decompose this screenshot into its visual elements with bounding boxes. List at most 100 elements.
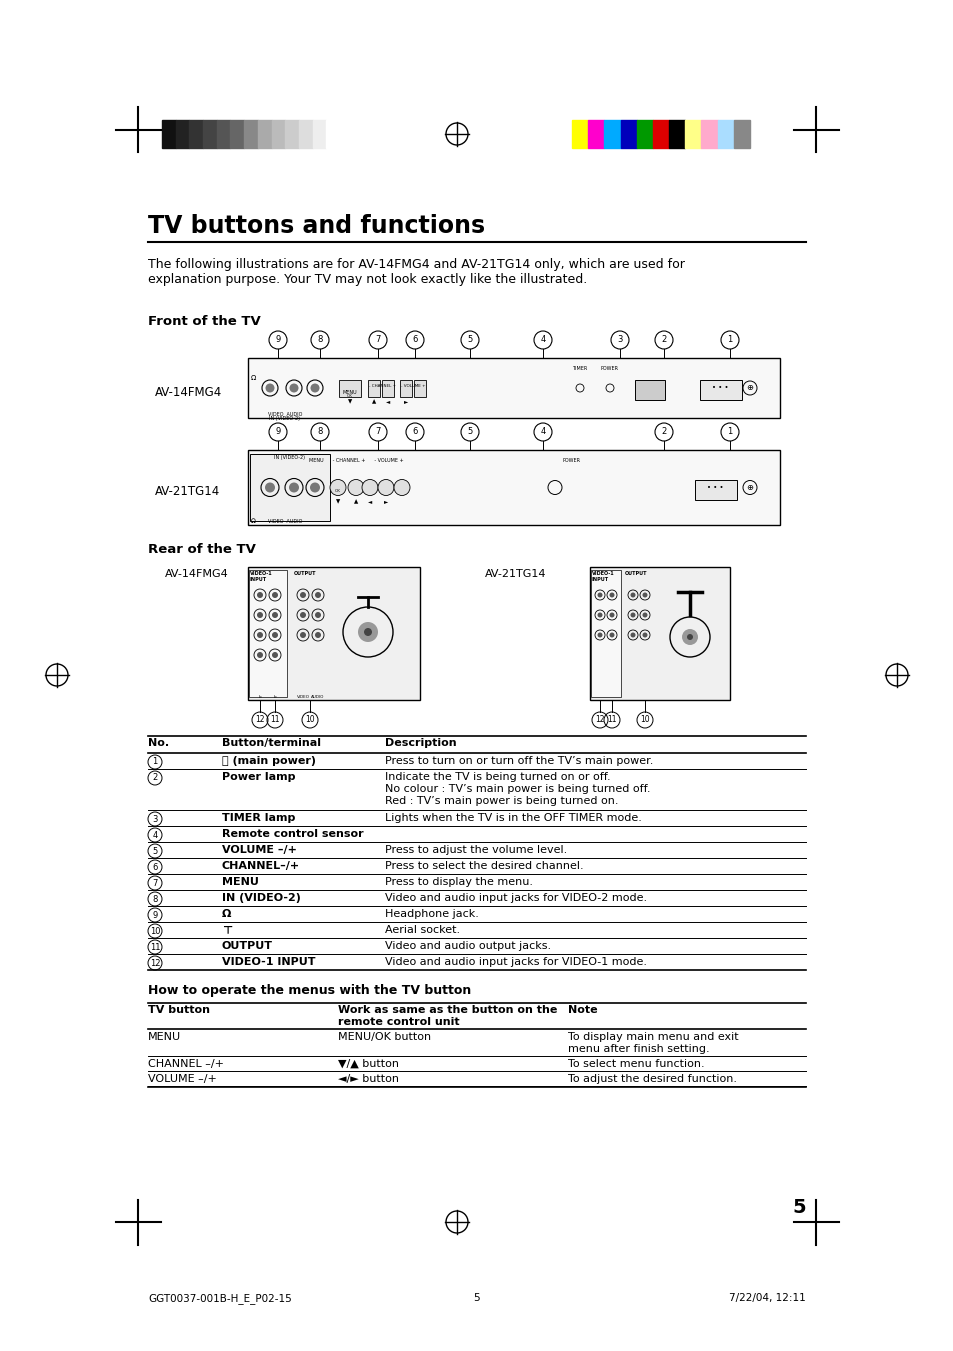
Text: Button/terminal: Button/terminal [222,738,320,748]
Text: OK: OK [335,489,340,493]
Text: 9: 9 [275,427,280,436]
Text: • • •: • • • [711,385,727,390]
Text: Video and audio input jacks for VIDEO-2 mode.: Video and audio input jacks for VIDEO-2 … [385,893,646,902]
Text: 5: 5 [792,1198,805,1217]
Bar [162,120,175,149]
Text: Press to select the desired channel.: Press to select the desired channel. [385,861,583,871]
Bar [248,450,780,526]
Text: 1: 1 [726,427,732,436]
Text: OK: OK [347,394,353,399]
Text: MENU/OK button: MENU/OK button [337,1032,431,1042]
Text: VOLUME –/+: VOLUME –/+ [222,844,296,855]
Circle shape [394,480,410,496]
Text: b: b [274,694,276,698]
Text: ◄/► button: ◄/► button [337,1074,398,1084]
Text: ►: ► [383,499,388,504]
Text: AV-21TG14: AV-21TG14 [154,485,220,499]
Circle shape [630,593,635,597]
Bar [203,120,216,149]
Text: Power lamp: Power lamp [222,771,295,782]
Text: CHANNEL –/+: CHANNEL –/+ [148,1059,224,1069]
Text: MENU: MENU [222,877,258,888]
Text: CHANNEL–/+: CHANNEL–/+ [222,861,300,871]
Bar [248,567,419,700]
Bar [636,120,652,149]
Bar [733,120,749,149]
Text: VOLUME –/+: VOLUME –/+ [148,1074,216,1084]
Text: 5: 5 [467,427,472,436]
Text: ⊕: ⊕ [745,384,753,393]
Text: POWER: POWER [600,366,618,372]
Text: ►: ► [403,400,408,404]
Text: 5: 5 [467,335,472,345]
Text: IN (VIDEO-2): IN (VIDEO-2) [269,416,300,422]
Circle shape [289,482,298,493]
Text: 6: 6 [412,335,417,345]
Bar [399,380,412,397]
Bar [668,120,684,149]
Text: 9: 9 [275,335,280,345]
Text: 10: 10 [639,716,649,724]
Text: Press to turn on or turn off the TV’s main power.: Press to turn on or turn off the TV’s ma… [385,757,653,766]
Text: 8: 8 [317,335,322,345]
Text: 6: 6 [412,427,417,436]
Text: 7: 7 [152,878,157,888]
Text: Work as same as the button on the
remote control unit: Work as same as the button on the remote… [337,1005,557,1027]
Text: AUDIO: AUDIO [311,694,324,698]
Text: 10: 10 [305,716,314,724]
Circle shape [289,384,298,393]
Bar [717,120,733,149]
Text: MENU      - CHANNEL +      - VOLUME +: MENU - CHANNEL + - VOLUME + [309,458,403,463]
Text: To display main menu and exit: To display main menu and exit [567,1032,738,1042]
Circle shape [299,592,306,598]
Circle shape [597,612,602,617]
Circle shape [265,482,274,493]
Circle shape [272,632,277,638]
Text: AV-14FMG4: AV-14FMG4 [154,385,222,399]
Text: ⊤: ⊤ [222,925,232,935]
Text: Front of the TV: Front of the TV [148,315,260,328]
Text: Ω: Ω [251,519,255,524]
Text: 12: 12 [150,958,160,967]
Text: ◄: ◄ [368,499,372,504]
Circle shape [272,653,277,658]
Text: VIDEO  AUDIO: VIDEO AUDIO [268,412,302,417]
Bar [604,120,619,149]
Text: Headphone jack.: Headphone jack. [385,909,478,919]
Text: OUTPUT: OUTPUT [294,571,316,576]
Text: 5: 5 [152,847,157,855]
Circle shape [357,621,377,642]
Text: Aerial socket.: Aerial socket. [385,925,459,935]
Text: Remote control sensor: Remote control sensor [222,830,363,839]
Text: No colour : TV’s main power is being turned off.: No colour : TV’s main power is being tur… [385,784,650,794]
Text: 11: 11 [607,716,616,724]
Text: Red : TV’s main power is being turned on.: Red : TV’s main power is being turned on… [385,796,618,807]
Text: 7: 7 [375,427,380,436]
Text: INPUT: INPUT [250,577,267,582]
Text: VIDEO: VIDEO [296,694,309,698]
Text: MENU: MENU [148,1032,181,1042]
Text: - VOLUME +: - VOLUME + [400,384,425,388]
Circle shape [609,612,614,617]
Text: 4: 4 [152,831,157,839]
Text: menu after finish setting.: menu after finish setting. [567,1044,709,1054]
Bar [326,120,339,149]
Circle shape [314,592,320,598]
Bar [244,120,257,149]
Text: 8: 8 [317,427,322,436]
Circle shape [641,632,647,638]
Text: Ω: Ω [222,909,232,919]
Text: 1: 1 [152,758,157,766]
Bar [338,380,360,397]
Text: 9: 9 [152,911,157,920]
Text: ▼: ▼ [348,400,352,404]
Bar [285,120,298,149]
Bar [257,120,272,149]
Bar [619,120,636,149]
Bar [589,567,729,700]
Text: Press to display the menu.: Press to display the menu. [385,877,533,888]
Circle shape [609,593,614,597]
Text: How to operate the menus with the TV button: How to operate the menus with the TV but… [148,984,471,997]
Text: 2: 2 [152,774,157,782]
Text: • • •: • • • [706,485,722,490]
